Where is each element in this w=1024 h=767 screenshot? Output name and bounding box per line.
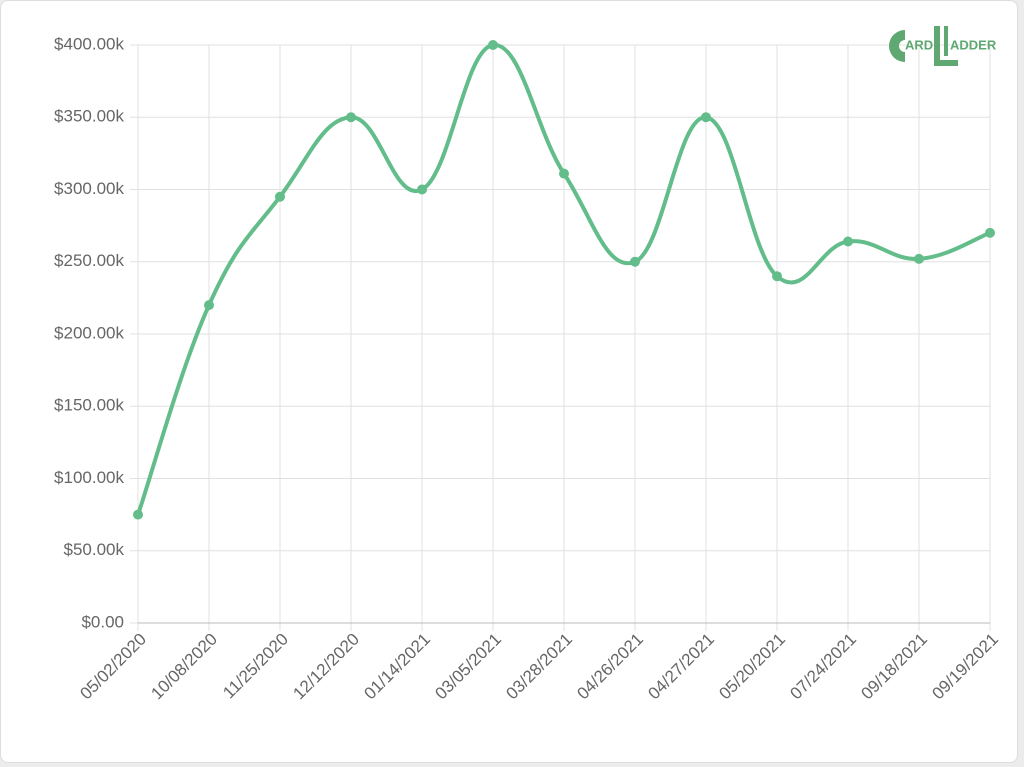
line: [136, 43, 991, 516]
point: [417, 184, 427, 195]
point: [488, 40, 498, 50]
x-tick-label: 11/25/2020: [219, 630, 292, 703]
point: [133, 509, 143, 520]
point: [559, 168, 569, 179]
y-tick-label: $300.00k: [54, 179, 124, 198]
x-tick-label: 05/02/2020: [76, 630, 150, 704]
logo-c: [889, 30, 905, 62]
y-tick-label: $400.00k: [54, 34, 124, 53]
x-tick-label: 10/08/2020: [147, 630, 221, 704]
point: [630, 256, 640, 267]
point: [346, 112, 356, 123]
logo-text: ADDER: [950, 37, 997, 52]
y-tick-label: $250.00k: [54, 251, 124, 270]
point: [985, 227, 995, 238]
point: [204, 300, 214, 311]
x-tick-label: 09/18/2021: [857, 630, 931, 704]
x-tick-label: 03/05/2021: [431, 630, 505, 704]
x-tick-label: 05/20/2021: [715, 630, 789, 704]
x-tick-label: 07/24/2021: [786, 630, 860, 704]
point: [275, 191, 285, 202]
x-tick-label: 01/14/2021: [360, 630, 434, 704]
y-tick-label: $50.00k: [64, 540, 125, 559]
y-tick-label: $150.00k: [54, 396, 124, 415]
x-tick-label: 04/26/2021: [573, 630, 647, 704]
point: [843, 236, 853, 247]
logo: ARD ADDER: [889, 26, 997, 66]
y-tick-label: $100.00k: [54, 468, 124, 487]
x-tick-label: 04/27/2021: [644, 630, 718, 704]
point: [701, 112, 711, 123]
y-tick-label: $0.00: [81, 612, 124, 631]
logo-l: [934, 26, 958, 66]
point: [772, 271, 782, 282]
x-tick-label: 09/19/2021: [928, 630, 1002, 704]
logo-text: ARD: [905, 37, 933, 52]
y-tick-label: $350.00k: [54, 107, 124, 126]
point: [914, 253, 924, 264]
x-tick-label: 03/28/2021: [502, 630, 576, 704]
y-tick-label: $200.00k: [54, 323, 124, 342]
plot: $0.00 $50.00k $100.00k $150.00k $200.00k $250…: [54, 34, 1002, 703]
x-tick-label: 12/12/2020: [289, 630, 363, 704]
